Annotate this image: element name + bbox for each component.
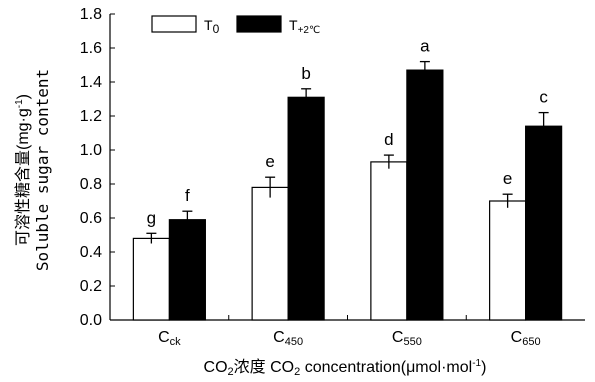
significance-label: e [265, 152, 274, 171]
y-tick-label: 0.6 [80, 210, 102, 227]
y-tick-label: 1.0 [80, 142, 102, 159]
axes: 0.0 0.2 0.4 0.6 0.8 1.0 1.2 1.4 1.6 1.8 Cck C450 C55… [80, 6, 585, 348]
x-axis-title: CO2浓度 CO2 concentration(μmol·mol-1) [204, 358, 487, 378]
significance-label: e [503, 169, 512, 188]
y-tick-label: 1.6 [80, 40, 102, 57]
bar-t2 [406, 69, 444, 321]
y-axis-title-cn-close: ) [15, 94, 32, 99]
bar-t2 [287, 96, 325, 321]
x-axis-title-b: 浓度 CO [234, 358, 294, 376]
y-tick-label: 0.4 [80, 244, 102, 261]
significance-label: g [147, 208, 156, 227]
y-axis-title: 可溶性糖含量(mg·g-1) Soluble sugar content [14, 69, 52, 271]
y-axis-title-en: Soluble sugar content [33, 69, 52, 271]
significance-label: a [420, 37, 430, 56]
y-tick-label: 0.8 [80, 176, 102, 193]
y-tick-label: 1.4 [80, 74, 102, 91]
x-tick-label: C450 [273, 329, 303, 348]
y-axis-title-cn: 可溶性糖含量(mg·g [14, 108, 32, 246]
x-tick-label: C550 [392, 329, 422, 348]
x-axis-title-c-sup: -1 [472, 358, 481, 369]
x-axis-title-b-sub: 2 [294, 366, 300, 378]
significance-label: c [539, 88, 548, 107]
y-tick-label: 1.8 [80, 6, 102, 23]
x-tick-label: Cck [158, 329, 181, 348]
bar-t2 [168, 219, 206, 321]
legend-label-t0: T0 [204, 17, 220, 36]
significance-label: f [185, 186, 190, 205]
legend: T0 T+2℃ [151, 15, 320, 36]
legend-label-t2: T+2℃ [289, 17, 320, 36]
significance-label: b [301, 64, 310, 83]
bars: g e d e f b a c [132, 37, 563, 321]
y-tick-label: 1.2 [80, 108, 102, 125]
y-tick-label: 0.2 [80, 278, 102, 295]
significance-label: d [384, 130, 393, 149]
svg-text:可溶性糖含量(mg·g-1): 可溶性糖含量(mg·g-1) [14, 94, 32, 246]
x-axis-title-a-sub: 2 [228, 366, 234, 378]
bar-t0 [251, 186, 289, 321]
bar-t2 [525, 125, 563, 321]
x-axis-title-c: concentration(μmol·mol [300, 359, 472, 376]
bar-t0 [370, 161, 408, 321]
legend-swatch-t0 [151, 15, 197, 33]
y-axis-title-cn-sup: -1 [14, 99, 25, 108]
x-axis-title-c-close: ) [481, 359, 486, 376]
x-axis-title-a: CO [204, 359, 228, 376]
legend-swatch-t2 [236, 15, 282, 33]
bar-t0 [132, 237, 170, 321]
x-tick-label: C650 [511, 329, 541, 348]
y-tick-label: 0.0 [80, 312, 102, 329]
bar-t0 [489, 200, 527, 321]
